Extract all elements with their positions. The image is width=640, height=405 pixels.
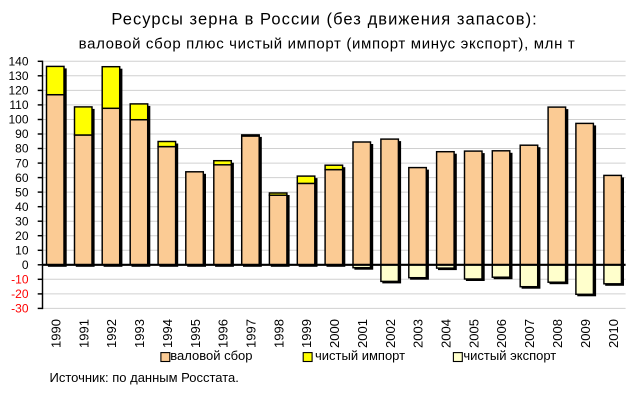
svg-text:70: 70 — [15, 156, 29, 170]
svg-text:валовой сбор плюс чистый импор: валовой сбор плюс чистый импорт (импорт … — [79, 35, 576, 52]
svg-text:-20: -20 — [11, 287, 29, 301]
svg-text:2008: 2008 — [550, 319, 565, 348]
svg-text:130: 130 — [8, 69, 28, 83]
svg-text:80: 80 — [15, 142, 29, 156]
svg-text:2005: 2005 — [466, 319, 481, 348]
svg-text:1995: 1995 — [188, 319, 203, 348]
svg-text:10: 10 — [15, 244, 29, 258]
svg-text:110: 110 — [9, 98, 28, 112]
svg-text:90: 90 — [15, 127, 29, 141]
svg-text:1993: 1993 — [132, 319, 147, 348]
svg-text:Ресурсы зерна в России (без дв: Ресурсы зерна в России (без движения зап… — [111, 11, 538, 29]
svg-text:-10: -10 — [11, 273, 29, 287]
svg-text:1990: 1990 — [48, 319, 63, 348]
svg-text:20: 20 — [15, 229, 29, 243]
svg-text:1992: 1992 — [104, 319, 119, 348]
svg-text:2004: 2004 — [439, 319, 454, 348]
svg-text:60: 60 — [15, 171, 29, 185]
svg-text:100: 100 — [8, 113, 28, 127]
svg-text:1999: 1999 — [299, 319, 314, 348]
svg-text:1994: 1994 — [160, 319, 175, 348]
svg-text:1996: 1996 — [216, 319, 231, 348]
svg-text:2010: 2010 — [606, 319, 621, 348]
svg-text:1997: 1997 — [244, 319, 259, 348]
svg-text:Источник: по данным Росстата.: Источник: по данным Росстата. — [50, 370, 239, 385]
svg-text:0: 0 — [22, 258, 29, 272]
svg-text:2002: 2002 — [383, 319, 398, 348]
svg-text:2009: 2009 — [578, 319, 593, 348]
svg-text:2000: 2000 — [327, 319, 342, 348]
svg-text:2001: 2001 — [355, 319, 370, 348]
svg-text:чистый экспорт: чистый экспорт — [463, 348, 556, 363]
svg-text:2007: 2007 — [522, 319, 537, 348]
svg-text:чистый импорт: чистый импорт — [315, 348, 405, 363]
svg-text:30: 30 — [15, 214, 29, 228]
svg-text:-30: -30 — [11, 302, 29, 316]
svg-text:2003: 2003 — [411, 319, 426, 348]
svg-text:140: 140 — [8, 55, 28, 69]
svg-text:40: 40 — [15, 200, 29, 214]
svg-text:валовой сбор: валовой сбор — [170, 348, 252, 363]
svg-text:2006: 2006 — [494, 319, 509, 348]
svg-text:120: 120 — [8, 84, 28, 98]
svg-text:1991: 1991 — [76, 319, 91, 348]
svg-text:50: 50 — [15, 185, 29, 199]
svg-text:1998: 1998 — [271, 319, 286, 348]
